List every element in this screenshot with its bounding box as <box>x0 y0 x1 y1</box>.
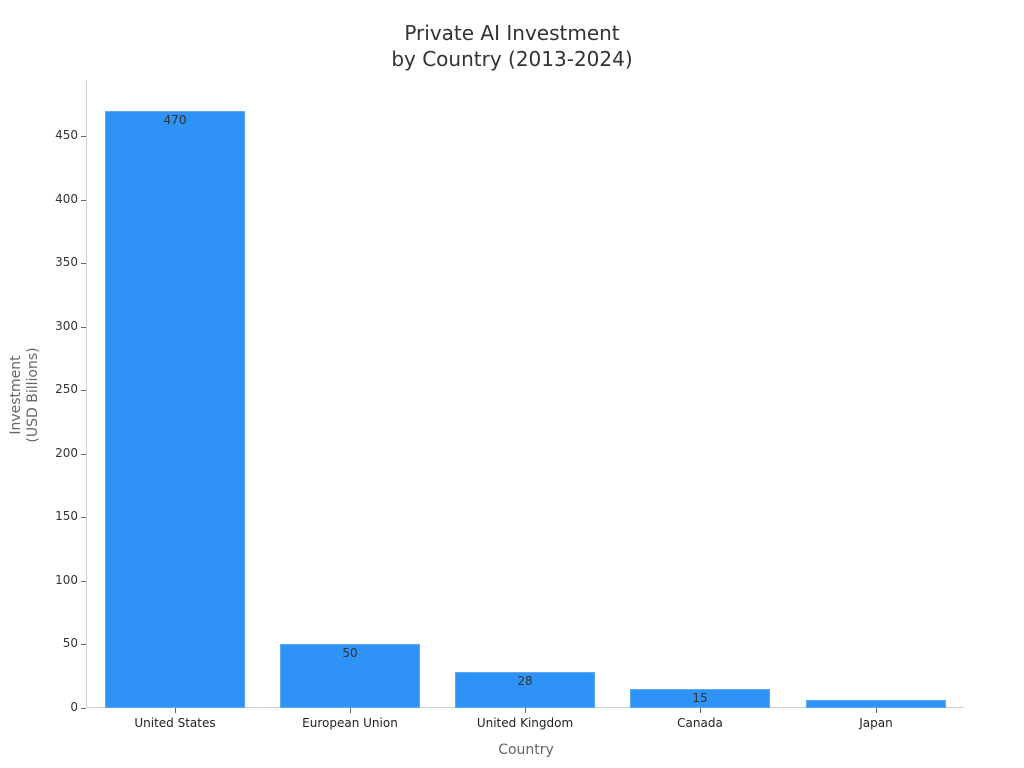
y-tick-label: 150 <box>55 509 78 524</box>
y-tick-label: 300 <box>55 318 78 333</box>
y-tick-label: 400 <box>55 191 78 206</box>
chart-title-line-2: by Country (2013-2024) <box>391 47 633 71</box>
y-tick-mark <box>81 390 86 392</box>
x-tick-mark <box>525 708 526 713</box>
y-tick-label: 200 <box>55 445 78 460</box>
y-tick-mark <box>81 199 86 201</box>
y-tick-mark <box>81 708 86 709</box>
bar <box>630 688 770 708</box>
y-tick-mark <box>81 580 86 582</box>
chart-title-line-1: Private AI Investment <box>404 21 620 45</box>
x-tick-mark <box>700 708 701 713</box>
bar <box>280 644 420 708</box>
bar <box>806 700 946 708</box>
y-tick-label: 250 <box>55 382 78 397</box>
x-tick-label: United Kingdom <box>476 716 574 730</box>
y-tick-mark <box>81 644 86 646</box>
y-tick-mark <box>81 263 86 265</box>
x-axis-label: Country <box>498 742 554 758</box>
x-tick-mark <box>350 708 351 713</box>
bar <box>455 672 595 708</box>
bar-value-label: 15 <box>692 690 708 705</box>
y-tick-label: 350 <box>55 255 78 270</box>
x-tick-label: United States <box>134 716 216 730</box>
x-tick-mark <box>876 708 877 713</box>
y-tick-label: 50 <box>62 636 78 651</box>
x-tick-label: European Union <box>302 716 398 730</box>
y-axis-line <box>86 80 87 708</box>
x-tick-mark <box>175 708 176 713</box>
y-tick-mark <box>81 136 86 137</box>
bar <box>105 110 245 708</box>
y-tick-mark <box>81 517 86 519</box>
y-tick-mark <box>81 326 86 328</box>
bar-value-label: 50 <box>342 646 358 661</box>
y-tick-label: 450 <box>55 128 78 142</box>
y-tick-label: 0 <box>70 700 78 714</box>
x-tick-label: Japan <box>859 716 893 730</box>
bar-value-label: 28 <box>517 674 533 689</box>
y-tick-mark <box>81 453 86 455</box>
x-tick-label: Canada <box>677 716 723 730</box>
bar-value-label: 470 <box>163 112 187 127</box>
y-tick-label: 100 <box>55 572 78 587</box>
